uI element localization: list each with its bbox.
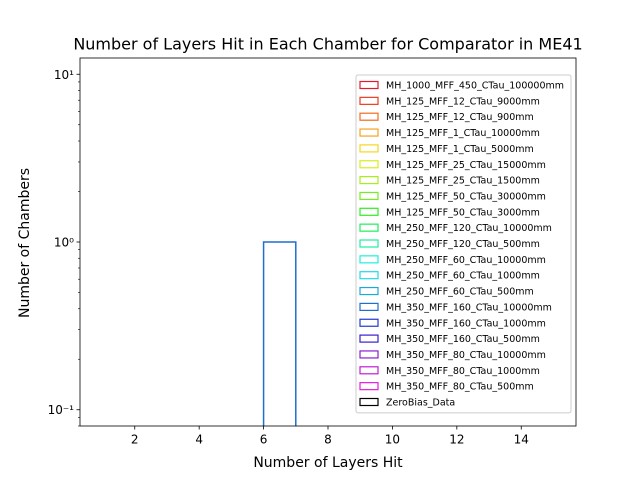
x-axis: 2 4 6 8 10 12 14 bbox=[131, 426, 529, 447]
legend-label: MH_350_MFF_80_CTau_10000mm bbox=[386, 350, 546, 361]
legend-label: MH_125_MFF_25_CTau_1500mm bbox=[386, 176, 540, 187]
y-axis: 10⁻¹ 10⁰ 10¹ bbox=[48, 68, 80, 427]
legend-label: MH_350_MFF_160_CTau_10000mm bbox=[386, 302, 552, 313]
legend-swatch bbox=[359, 302, 379, 311]
x-tick-label: 2 bbox=[131, 433, 139, 447]
legend-label: MH_1000_MFF_450_CTau_100000mm bbox=[386, 81, 564, 92]
chart-title: Number of Layers Hit in Each Chamber for… bbox=[73, 35, 582, 54]
legend-label: ZeroBias_Data bbox=[386, 398, 455, 409]
legend-label: MH_125_MFF_25_CTau_15000mm bbox=[386, 160, 546, 171]
legend-swatch bbox=[359, 382, 379, 391]
legend-swatch bbox=[359, 334, 379, 343]
legend-swatch bbox=[359, 191, 379, 201]
legend-swatch bbox=[359, 112, 379, 121]
legend-label: MH_125_MFF_1_CTau_10000mm bbox=[386, 128, 540, 139]
legend-label: MH_125_MFF_1_CTau_5000mm bbox=[386, 144, 534, 155]
x-tick-label: 12 bbox=[449, 433, 464, 447]
legend-label: MH_125_MFF_50_CTau_30000mm bbox=[386, 191, 546, 202]
legend-swatch bbox=[359, 239, 379, 248]
y-tick-label: 10⁻¹ bbox=[48, 403, 75, 417]
legend-label: MH_350_MFF_80_CTau_500mm bbox=[386, 382, 534, 393]
x-tick-label: 14 bbox=[514, 433, 529, 447]
legend-swatch bbox=[359, 96, 379, 105]
legend-label: MH_125_MFF_12_CTau_900mm bbox=[386, 112, 534, 123]
y-axis-label: Number of Chambers bbox=[17, 168, 33, 318]
x-axis-label: Number of Layers Hit bbox=[253, 455, 403, 471]
x-tick-label: 8 bbox=[324, 433, 332, 447]
histogram-bar-15-1 bbox=[262, 241, 297, 426]
legend-label: MH_350_MFF_160_CTau_1000mm bbox=[386, 318, 546, 329]
legend-label: MH_350_MFF_80_CTau_1000mm bbox=[386, 366, 540, 377]
legend-label: MH_250_MFF_120_CTau_10000mm bbox=[386, 223, 552, 234]
legend-swatch bbox=[359, 160, 379, 169]
legend-label: MH_250_MFF_60_CTau_10000mm bbox=[386, 255, 546, 266]
y-tick-label: 10⁰ bbox=[54, 236, 74, 250]
legend-label: MH_350_MFF_160_CTau_500mm bbox=[386, 334, 540, 345]
legend-swatch bbox=[359, 255, 379, 264]
legend-swatch bbox=[359, 366, 379, 375]
legend: MH_1000_MFF_450_CTau_100000mm MH_125_MFF_… bbox=[355, 74, 572, 414]
legend-swatch bbox=[359, 271, 379, 280]
legend-swatch bbox=[359, 176, 379, 185]
legend-swatch bbox=[359, 223, 379, 232]
legend-swatch bbox=[359, 80, 379, 90]
legend-swatch bbox=[359, 318, 379, 327]
legend-label: MH_250_MFF_60_CTau_500mm bbox=[386, 287, 534, 298]
legend-swatch bbox=[359, 207, 379, 216]
x-tick-label: 6 bbox=[260, 433, 268, 447]
legend-swatch bbox=[359, 286, 379, 296]
legend-swatch bbox=[359, 397, 379, 407]
legend-swatch bbox=[359, 144, 379, 153]
legend-label: MH_250_MFF_120_CTau_500mm bbox=[386, 239, 540, 250]
legend-box bbox=[355, 74, 572, 414]
legend-label: MH_125_MFF_50_CTau_3000mm bbox=[386, 207, 540, 218]
legend-label: MH_250_MFF_60_CTau_1000mm bbox=[386, 271, 540, 282]
legend-swatch bbox=[359, 350, 379, 359]
legend-swatch bbox=[359, 128, 379, 137]
x-tick-label: 4 bbox=[195, 433, 203, 447]
legend-label: MH_125_MFF_12_CTau_9000mm bbox=[386, 96, 540, 107]
y-tick-label: 10¹ bbox=[54, 68, 74, 82]
x-tick-label: 10 bbox=[385, 433, 400, 447]
